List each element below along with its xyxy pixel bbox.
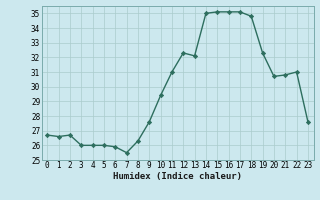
X-axis label: Humidex (Indice chaleur): Humidex (Indice chaleur)	[113, 172, 242, 181]
